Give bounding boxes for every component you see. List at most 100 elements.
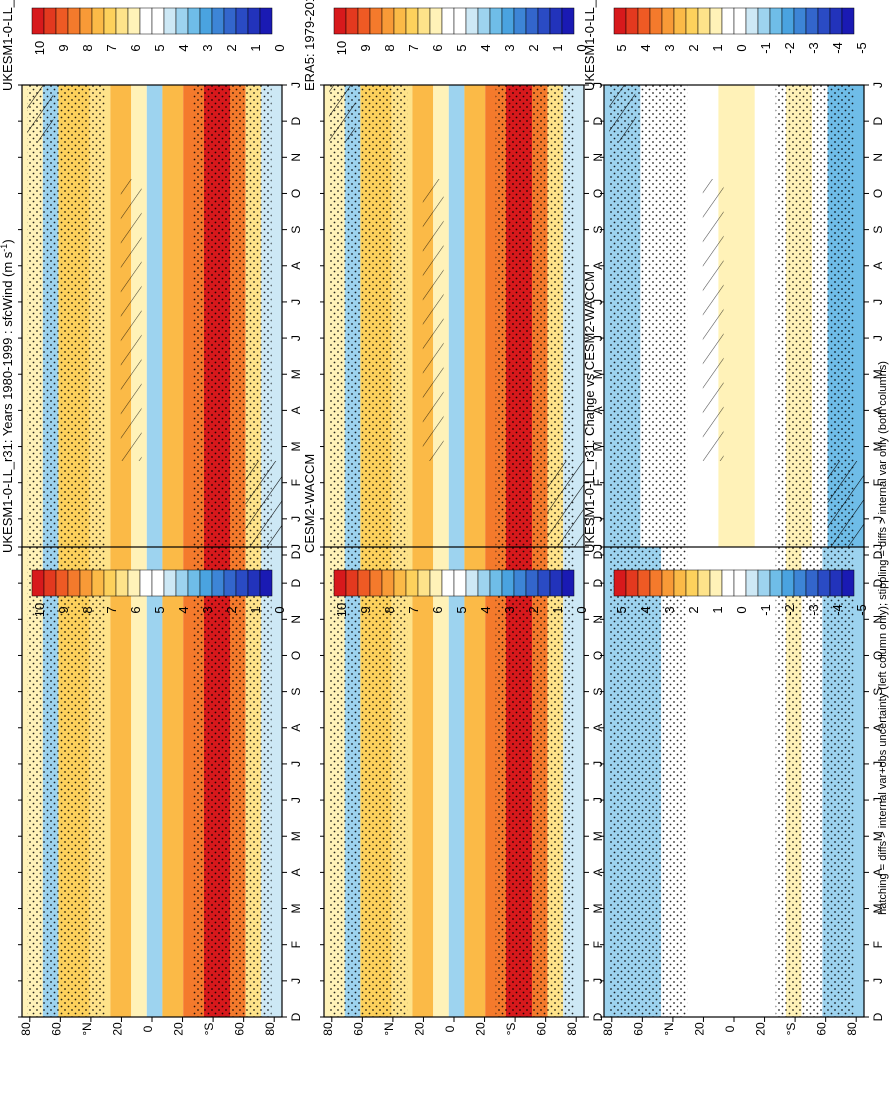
colorbar-label: -4 bbox=[830, 42, 845, 54]
month-tick-label: M bbox=[871, 904, 885, 914]
colorbar-diff: 5 4 3 2 1 0 -1 -2 -3 -4 -5 bbox=[613, 7, 869, 54]
month-tick-label: S bbox=[591, 226, 605, 234]
colorbar-swatch bbox=[357, 7, 371, 35]
colorbar-swatch bbox=[637, 569, 651, 597]
colorbar-swatch bbox=[489, 7, 503, 35]
colorbar-label: 1 bbox=[248, 44, 263, 51]
month-tick-label: A bbox=[591, 724, 605, 732]
colorbar-swatch bbox=[625, 569, 639, 597]
colorbar-swatch bbox=[345, 569, 359, 597]
panel-title: CESM2-WACCM bbox=[302, 454, 317, 553]
colorbar-swatch bbox=[175, 7, 189, 35]
lat-tick-label: 80 bbox=[321, 1022, 335, 1036]
colorbar-swatch bbox=[151, 569, 165, 597]
colorbar-label: 3 bbox=[200, 606, 215, 613]
lat-tick-label: 80 bbox=[601, 1022, 615, 1036]
colorbar-label: 7 bbox=[104, 606, 119, 613]
month-tick-label: J bbox=[591, 797, 605, 803]
colorbar-swatch bbox=[345, 7, 359, 35]
colorbar-label: 0 bbox=[734, 44, 749, 51]
month-tick-label: D bbox=[591, 578, 605, 587]
colorbar-swatch bbox=[501, 7, 515, 35]
colorbar-label: 1 bbox=[710, 44, 725, 51]
colorbar-swatch bbox=[115, 7, 129, 35]
colorbar-label: 5 bbox=[614, 44, 629, 51]
colorbar-swatch bbox=[31, 7, 45, 35]
colorbar-swatch bbox=[465, 7, 479, 35]
colorbar-swatch bbox=[625, 7, 639, 35]
colorbar-label: 4 bbox=[478, 606, 493, 613]
colorbar-swatch bbox=[67, 569, 81, 597]
colorbar-label: -3 bbox=[806, 42, 821, 54]
colorbar-label: 1 bbox=[550, 44, 565, 51]
colorbar-swatch bbox=[405, 569, 419, 597]
colorbar-label: 6 bbox=[128, 44, 143, 51]
month-tick-label: D bbox=[591, 550, 605, 559]
colorbar-label: 4 bbox=[478, 44, 493, 51]
month-tick-label: J bbox=[591, 544, 605, 550]
month-tick-label: J bbox=[591, 335, 605, 341]
month-tick-label: J bbox=[871, 516, 885, 522]
colorbar-label: 9 bbox=[358, 44, 373, 51]
colorbar-swatch bbox=[537, 569, 551, 597]
colorbar-label: 9 bbox=[56, 606, 71, 613]
month-tick-label: F bbox=[591, 941, 605, 948]
month-tick-label: J bbox=[871, 978, 885, 984]
month-tick-label: N bbox=[289, 615, 303, 624]
month-tick-label: J bbox=[871, 544, 885, 550]
colorbar-swatch bbox=[817, 569, 831, 597]
colorbar-swatch bbox=[465, 569, 479, 597]
colorbar-label: 5 bbox=[454, 606, 469, 613]
month-tick-label: A bbox=[591, 868, 605, 876]
lat-tick-label: 0 bbox=[723, 1025, 737, 1032]
colorbar-swatch bbox=[31, 569, 45, 597]
lat-tick-label: 0 bbox=[443, 1025, 457, 1032]
colorbar-label: 3 bbox=[200, 44, 215, 51]
lat-tick-label: 80 bbox=[19, 1022, 33, 1036]
colorbar-swatch bbox=[525, 569, 539, 597]
colorbar-swatch bbox=[79, 569, 93, 597]
colorbar-swatch bbox=[235, 569, 249, 597]
month-tick-label: M bbox=[591, 831, 605, 841]
colorbar-label: -5 bbox=[854, 604, 869, 616]
colorbar-swatch bbox=[673, 569, 687, 597]
lat-tick-label: 60 bbox=[631, 1022, 645, 1036]
colorbar-swatch bbox=[115, 569, 129, 597]
month-tick-label: A bbox=[591, 262, 605, 270]
colorbar-label: 0 bbox=[272, 44, 287, 51]
month-tick-label: S bbox=[871, 226, 885, 234]
colorbar-swatch bbox=[139, 569, 153, 597]
colorbar-swatch bbox=[661, 7, 675, 35]
lat-tick-label: 60 bbox=[351, 1022, 365, 1036]
colorbar-swatch bbox=[489, 569, 503, 597]
colorbar-swatch bbox=[163, 7, 177, 35]
colorbar-label: 9 bbox=[56, 44, 71, 51]
colorbar-swatch bbox=[637, 7, 651, 35]
colorbar-label: 6 bbox=[430, 44, 445, 51]
colorbar-swatch bbox=[441, 569, 455, 597]
colorbar-swatch bbox=[247, 569, 261, 597]
month-tick-label: O bbox=[871, 651, 885, 660]
colorbar-label: 7 bbox=[104, 44, 119, 51]
colorbar-label: -2 bbox=[782, 604, 797, 616]
month-tick-label: D bbox=[591, 1012, 605, 1021]
colorbar-swatch bbox=[649, 7, 663, 35]
month-tick-label: J bbox=[591, 978, 605, 984]
colorbar-swatch bbox=[769, 7, 783, 35]
colorbar-label: 1 bbox=[710, 606, 725, 613]
month-tick-label: M bbox=[289, 442, 303, 452]
month-tick-label: O bbox=[871, 189, 885, 198]
month-tick-label: J bbox=[871, 335, 885, 341]
month-tick-label: A bbox=[871, 868, 885, 876]
month-tick-label: M bbox=[289, 904, 303, 914]
lat-tick-label: 60 bbox=[49, 1022, 63, 1036]
colorbar-swatch bbox=[549, 7, 563, 35]
colorbar-swatch bbox=[175, 569, 189, 597]
colorbar-label: 0 bbox=[272, 606, 287, 613]
month-tick-label: S bbox=[289, 226, 303, 234]
colorbar-swatch bbox=[369, 569, 383, 597]
colorbar-swatch bbox=[697, 569, 711, 597]
lat-tick-label: 0 bbox=[141, 1025, 155, 1032]
colorbar-label: 0 bbox=[574, 44, 589, 51]
colorbar-label: 10 bbox=[334, 41, 349, 55]
